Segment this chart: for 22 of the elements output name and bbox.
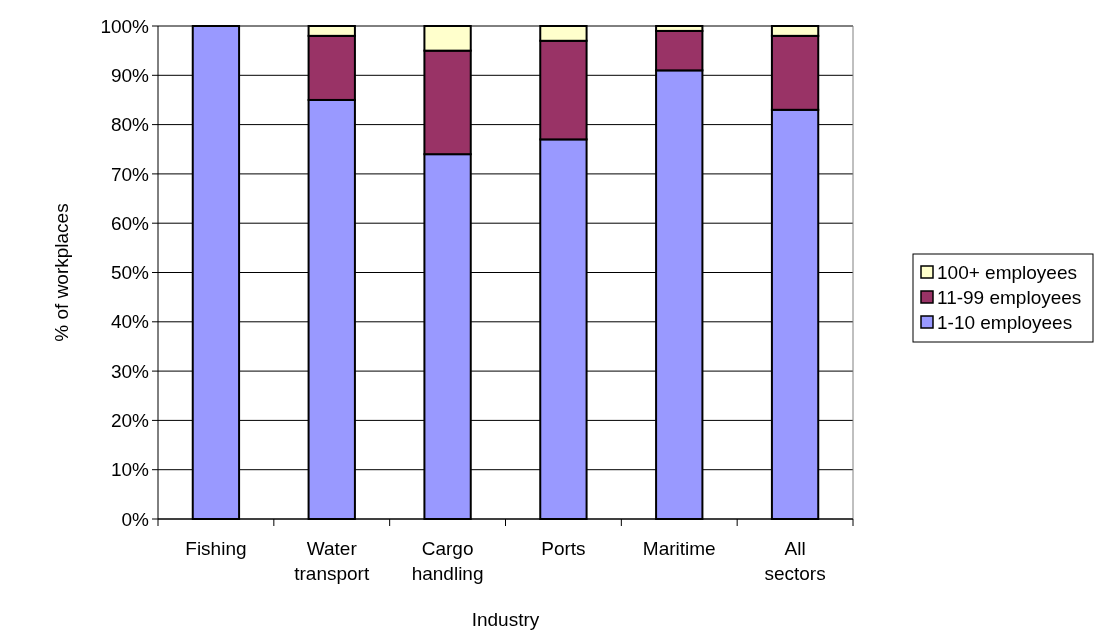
y-tick-label: 50% [110,262,150,284]
y-tick-label: 40% [110,311,150,333]
y-tick-label: 100% [100,15,150,37]
y-tick-label: 20% [110,410,150,432]
y-tick-label: 70% [110,163,150,185]
legend-label: 1-10 employees [937,311,1073,333]
x-tick-label: Fishing [185,538,247,559]
legend-label: 11-99 employees [937,286,1082,308]
y-tick-label: 30% [110,360,150,382]
legend-label: 100+ employees [937,261,1077,283]
x-tick-label: Maritime [642,538,716,559]
y-tick-label: 0% [121,508,150,530]
y-tick-label: 10% [110,459,150,481]
y-tick-label: 90% [110,64,150,86]
x-tick-label: Ports [541,538,586,559]
x-tick-label: Water transport [294,538,370,584]
x-tick-label: Cargo handling [411,538,484,584]
y-axis-title: % of workplaces [51,203,72,342]
y-tick-label: 80% [110,114,150,136]
y-tick-label: 60% [110,212,150,234]
x-axis-title: Industry [471,609,540,630]
x-tick-label: All sectors [764,538,826,584]
